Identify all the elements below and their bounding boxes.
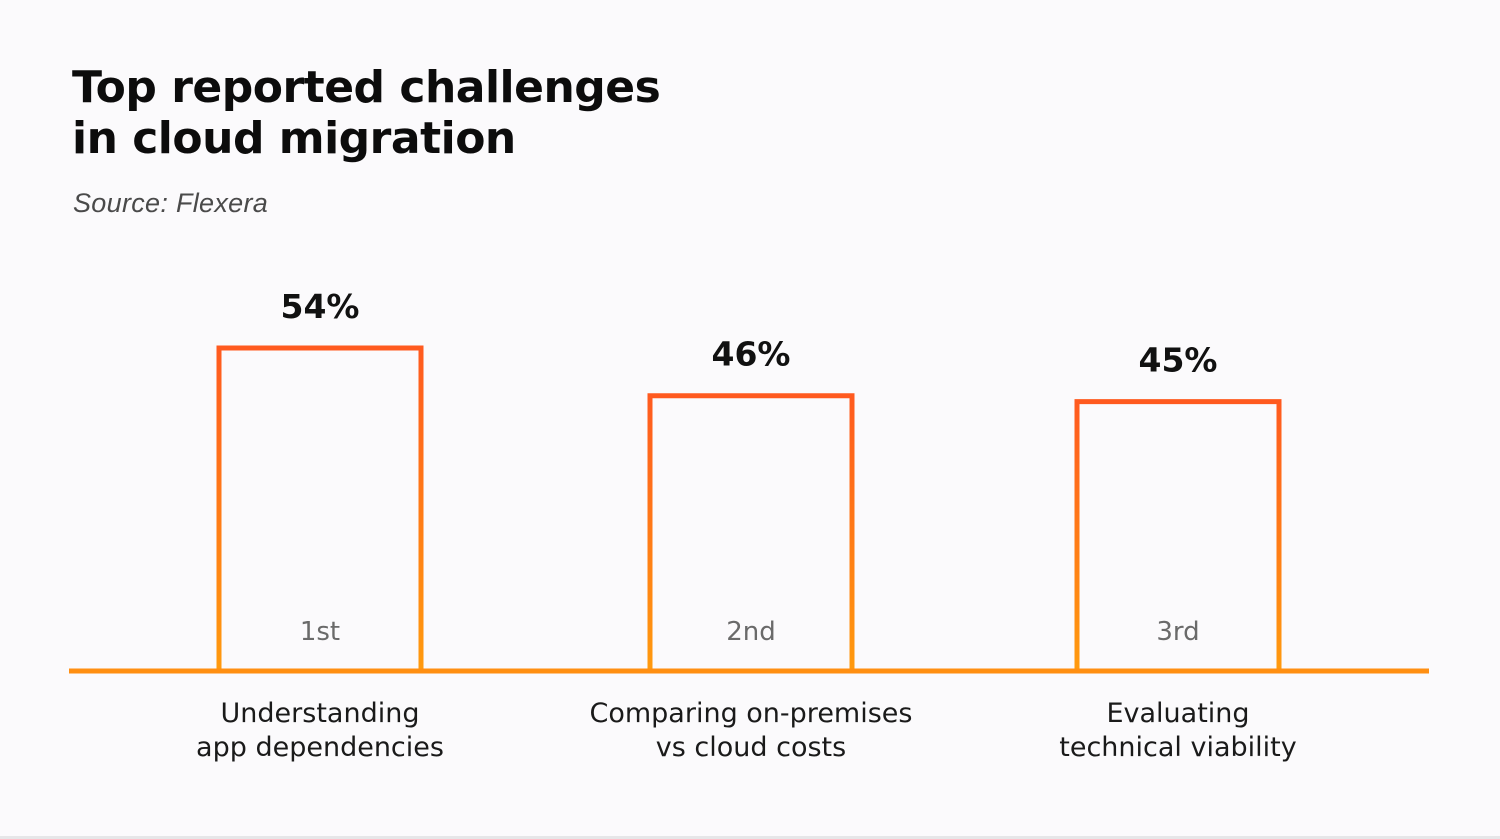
category-label-2-line-2: vs cloud costs	[656, 732, 846, 763]
category-label-1-line-2: app dependencies	[196, 732, 444, 763]
bottom-divider	[0, 836, 1500, 839]
chart-source: Source: Flexera	[73, 188, 269, 218]
rank-label-3: 3rd	[1156, 617, 1199, 647]
bar-1	[216, 345, 424, 670]
value-label-1: 54%	[281, 287, 360, 326]
chart-title-line-2: in cloud migration	[72, 113, 516, 164]
rank-label-2: 2nd	[726, 617, 776, 647]
value-label-3: 45%	[1139, 341, 1218, 380]
category-label-2-line-1: Comparing on-premises	[590, 698, 913, 729]
chart-title-line-1: Top reported challenges	[72, 62, 661, 113]
bar-2	[647, 393, 855, 670]
category-label-1-line-1: Understanding	[221, 698, 420, 729]
value-label-2: 46%	[712, 335, 791, 374]
category-label-3-line-2: technical viability	[1059, 732, 1296, 763]
category-label-3-line-1: Evaluating	[1106, 698, 1249, 729]
rank-label-1: 1st	[300, 617, 340, 647]
bar-3	[1074, 399, 1282, 670]
